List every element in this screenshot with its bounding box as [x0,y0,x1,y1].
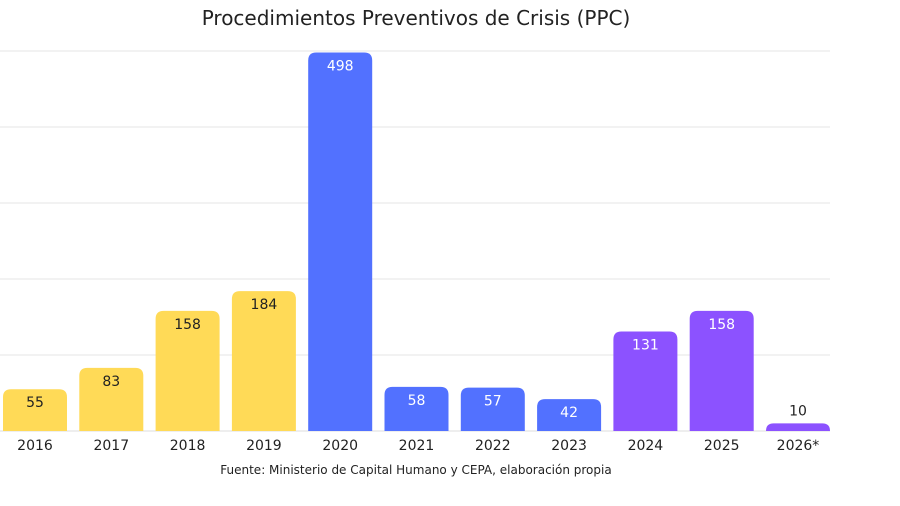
x-tick-label-2020: 2020 [322,438,358,454]
data-label-2017: 83 [102,374,120,390]
x-tick-label-2025: 2025 [704,438,740,454]
bar-2024 [613,331,678,431]
bar-2026* [766,423,830,431]
x-tick-label-2016: 2016 [17,438,53,454]
chart-source: Fuente: Ministerio de Capital Humano y C… [220,463,612,477]
data-label-2020: 498 [327,59,354,75]
data-label-2021: 58 [408,393,426,409]
bar-2020 [308,52,373,432]
data-label-2024: 131 [632,337,659,353]
x-tick-label-2022: 2022 [475,438,511,454]
data-label-2023: 42 [560,405,578,421]
bar-2019 [231,291,296,431]
data-label-2022: 57 [484,394,502,410]
x-tick-label-2021: 2021 [399,438,435,454]
bar-2023 [537,399,602,431]
bar-2016 [3,389,67,431]
bar-2017 [79,367,144,431]
data-label-2019: 184 [251,297,278,313]
x-tick-label-2024: 2024 [628,438,664,454]
bar-2022 [460,387,525,431]
x-tick-label-2026*: 2026* [777,438,820,454]
x-tick-label-2017: 2017 [93,438,129,454]
data-label-2016: 55 [26,395,44,411]
chart-title: Procedimientos Preventivos de Crisis (PP… [201,6,631,30]
bar-2021 [384,386,449,431]
data-label-2018: 158 [174,317,201,333]
bar-2018 [155,310,220,431]
x-tick-label-2018: 2018 [170,438,206,454]
x-tick-label-2019: 2019 [246,438,282,454]
bar-2025 [689,310,754,431]
data-label-2025: 158 [708,317,735,333]
data-label-2026*: 10 [789,403,807,419]
x-tick-label-2023: 2023 [551,438,587,454]
